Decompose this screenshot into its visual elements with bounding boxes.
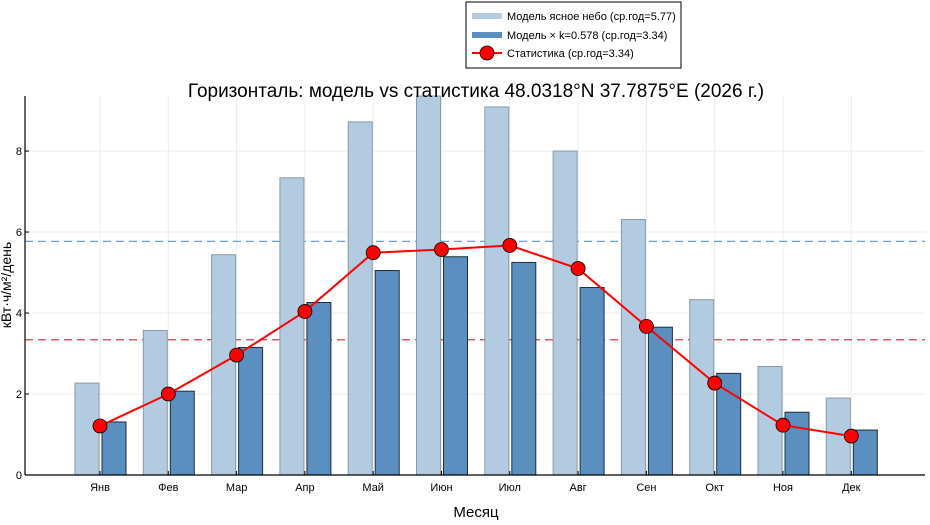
statistics-point bbox=[502, 238, 518, 253]
bar-model-k bbox=[716, 372, 742, 476]
bar-model-k bbox=[101, 421, 127, 476]
bar-model-k bbox=[579, 287, 605, 476]
y-tick-label: 2 bbox=[16, 389, 22, 401]
legend-marker-statistics bbox=[479, 45, 495, 61]
x-tick-label: Апр bbox=[295, 482, 314, 494]
bar-clear-sky bbox=[279, 177, 305, 476]
bar-model-k bbox=[374, 270, 400, 476]
bar-clear-sky bbox=[347, 121, 373, 476]
legend: Модель ясное небо (ср.год=5.77) Модель ×… bbox=[465, 1, 682, 69]
y-tick-label: 4 bbox=[16, 308, 22, 320]
bar-clear-sky bbox=[211, 254, 237, 476]
statistics-point bbox=[707, 375, 723, 391]
x-tick-label: Мар bbox=[226, 482, 248, 494]
x-axis-label: Месяц bbox=[453, 504, 499, 520]
bar-clear-sky bbox=[416, 95, 441, 476]
x-tick-label: Июл bbox=[499, 482, 521, 494]
legend-label-model-k: Модель × k=0.578 (ср.год=3.34) bbox=[507, 30, 667, 42]
statistics-line bbox=[92, 238, 859, 444]
statistics-point bbox=[639, 318, 654, 334]
x-tick-label: Дек bbox=[842, 482, 861, 494]
chart-title: Горизонталь: модель vs статистика 48.031… bbox=[188, 81, 764, 102]
x-tick-label: Июн bbox=[430, 482, 452, 494]
bars bbox=[74, 95, 878, 476]
x-tick-label: Май bbox=[362, 482, 384, 494]
x-tick-label: Ноя bbox=[773, 482, 793, 494]
bar-model-k bbox=[511, 261, 537, 476]
x-tick-label: Сен bbox=[636, 482, 656, 494]
statistics-point bbox=[775, 417, 791, 433]
x-tick-label: Окт bbox=[705, 482, 724, 494]
bar-model-k bbox=[647, 326, 673, 476]
legend-swatch-model-k bbox=[472, 32, 502, 38]
statistics-point bbox=[570, 261, 586, 276]
statistics-point bbox=[160, 386, 176, 402]
legend-swatch-clear-sky bbox=[472, 13, 502, 19]
bar-clear-sky bbox=[142, 329, 168, 476]
x-tick-label: Фев bbox=[158, 482, 178, 494]
statistics-point bbox=[92, 418, 108, 434]
statistics-point bbox=[297, 304, 313, 319]
statistics-polyline bbox=[99, 244, 852, 438]
bar-model-k bbox=[238, 346, 264, 476]
statistics-point bbox=[434, 242, 449, 257]
bar-clear-sky bbox=[484, 106, 510, 476]
y-tick-label: 6 bbox=[16, 227, 22, 239]
bar-model-k bbox=[306, 302, 332, 476]
bar-clear-sky bbox=[552, 150, 578, 476]
statistics-point bbox=[229, 347, 245, 363]
y-tick-label: 0 bbox=[16, 470, 22, 482]
bar-model-k bbox=[443, 256, 468, 476]
reference-lines bbox=[25, 240, 925, 341]
y-tick-label: 8 bbox=[16, 146, 22, 158]
grid bbox=[25, 96, 925, 476]
axes: 0 2 4 6 8 Янв Фев Мар Апр Май Июн Июл Авг Сен Окт Ноя Де… bbox=[16, 96, 925, 494]
bar-clear-sky bbox=[620, 218, 646, 476]
statistics-point bbox=[365, 245, 381, 261]
legend-label-statistics: Статистика (ср.год=3.34) bbox=[507, 48, 634, 60]
statistics-point bbox=[843, 428, 859, 444]
y-axis-label: кВт·ч/м²/день bbox=[0, 242, 14, 328]
legend-label-clear-sky: Модель ясное небо (ср.год=5.77) bbox=[507, 11, 676, 23]
bar-model-k bbox=[169, 390, 195, 476]
x-tick-label: Авг bbox=[569, 482, 586, 494]
x-tick-label: Янв bbox=[90, 482, 110, 494]
